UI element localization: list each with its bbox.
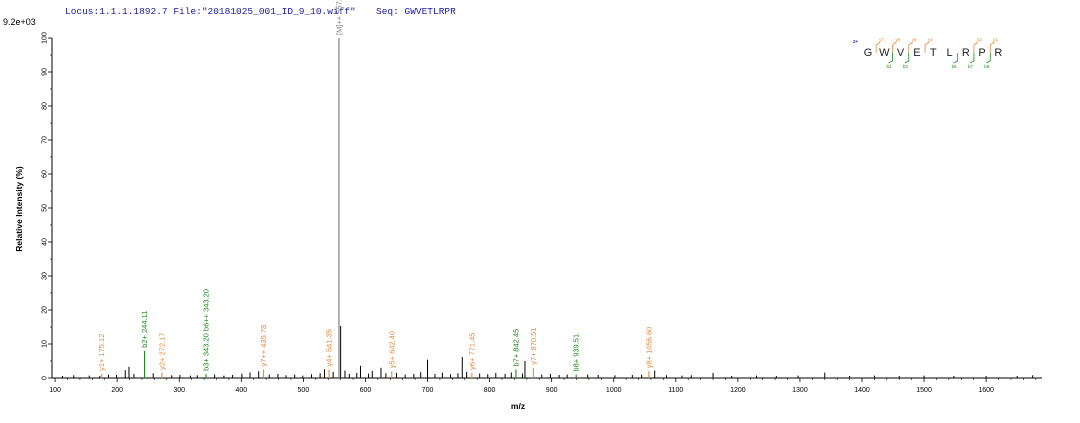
b-ion-tag: b6 [952,64,958,69]
peak-label: b7+ 842.45 [511,329,520,367]
x-tick-label: 1000 [606,387,622,394]
y-tick-label: 30 [42,272,49,280]
x-tick-label: 200 [111,387,123,394]
axes: 100 200 300 400 500 600 700 800 900 1000 1100 1200 1… [42,32,1042,394]
x-tick-label: 900 [546,387,558,394]
y-tick-label: 90 [42,68,49,76]
y-ion-tag: y4 [928,37,933,42]
peak-label: y7++ 435.78 [259,325,268,367]
peak-label: [M]++ 557.31 [334,0,343,35]
b-ion-hook [969,60,975,64]
y-ion-hook [908,41,913,46]
x-axis-title: m/z [511,401,525,411]
y-tick-label: 10 [42,340,49,348]
peak-label: y2+ 272.17 [157,333,166,370]
y-axis-title: Relative Intensity (%) [14,166,24,252]
charge-state: 2+ [853,39,859,44]
y-ion-hook [875,41,881,46]
peaks [62,38,1034,378]
x-tick-label: 500 [298,387,310,394]
x-tick-label: 300 [173,387,185,394]
y-ion-hook [990,41,995,46]
peak-label: y5+ 642.40 [387,331,396,368]
y-ion-tag: y6 [895,37,900,42]
peak-label: b3+ 343.20 b6++ 343.20 [202,289,211,371]
b-ion-hook [986,60,991,64]
peak-label: y7+ 870.51 [529,327,538,364]
residue: G [864,47,873,59]
peak-label: y8+ 1056.60 [644,327,653,369]
residue: R [962,47,970,59]
peak-label: b2+ 244.11 [140,311,149,348]
residue: R [994,47,1002,59]
x-tick-label: 1300 [792,387,808,394]
y-ion-hook [973,41,979,46]
y-tick-label: 70 [42,136,49,144]
intensity-scale-label: 9.2e+03 [3,17,36,27]
y-tick-label: 40 [42,238,49,246]
y-ion-tag: y1 [993,37,998,42]
y-tick-label: 60 [42,170,49,178]
y-ion-tag: y5 [912,37,917,42]
x-tick-label: 1500 [916,387,932,394]
b-ion-hook [904,60,909,64]
b-ion-tag: b8 [984,64,990,69]
peak-label: y1+ 175.12 [97,334,106,371]
y-ion-tag: y7 [879,37,884,42]
y-tick-label: 80 [42,102,49,110]
y-ion-tag: y2 [977,37,982,42]
x-tick-label: 1200 [730,387,746,394]
b-ion-hook [888,60,893,64]
x-tick-label: 600 [360,387,372,394]
y-tick-label: 100 [42,32,49,44]
residue: L [946,47,952,59]
x-tick-label: 700 [422,387,434,394]
residue: E [913,47,920,59]
peak-label: y6+ 771.45 [467,333,476,370]
peak-labels: y1+ 175.12 b2+ 244.11 y2+ 272.17 b3+ 343.20… [97,0,653,372]
residue: V [897,47,905,59]
header: Locus:1.1.1.1892.7 File:"20181025_001_ID… [0,0,1080,20]
residue: W [879,47,890,59]
peak-label: y4+ 541.35 [325,329,334,366]
x-tick-label: 1100 [668,387,683,394]
locus-file-title: Locus:1.1.1.1892.7 File:"20181025_001_ID… [65,6,356,17]
y-ion-hook [892,41,897,46]
y-tick-label: 50 [42,204,49,212]
x-tick-label: 1400 [854,387,870,394]
residue: P [978,47,985,59]
b-ion-hook [953,60,958,64]
b-ion-tag: b2 [886,64,892,69]
b-ion-tag: b3 [903,64,909,69]
x-tick-label: 800 [484,387,496,394]
b-ion-tag: b7 [968,64,974,69]
x-tick-label: 400 [235,387,247,394]
x-tick-label: 1600 [978,387,994,394]
residue: T [930,47,937,59]
y-tick-label: 0 [42,376,49,380]
y-ion-hook [924,41,930,46]
sequence-title: Seq: GWVETLRPR [376,6,456,17]
peak-label: b8+ 939.51 [572,334,581,372]
x-tick-label: 100 [49,387,61,394]
y-tick-label: 20 [42,306,49,314]
